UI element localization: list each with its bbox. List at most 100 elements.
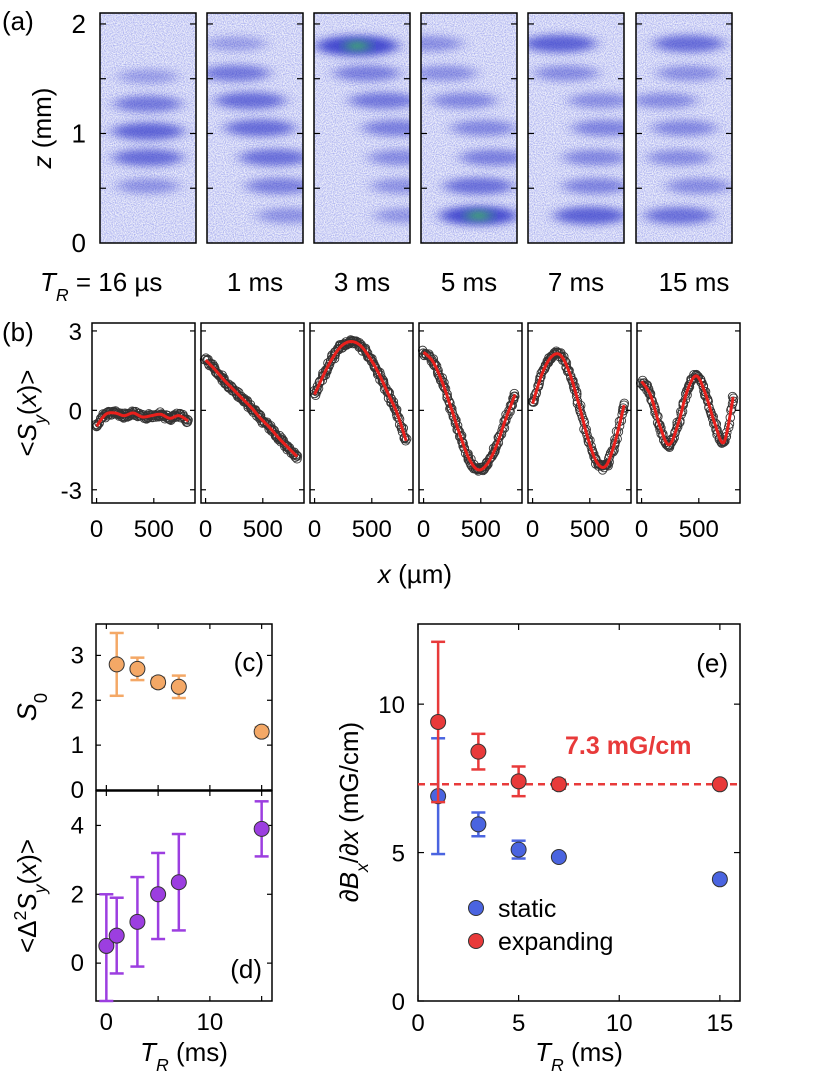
fit-curve — [95, 411, 189, 428]
marker — [170, 678, 187, 695]
marker — [108, 656, 125, 673]
x-tick-label: 500 — [352, 516, 392, 543]
data-point — [430, 640, 447, 804]
atom-band — [214, 91, 286, 110]
x-tick-label: 0 — [199, 516, 212, 543]
plot-frame — [95, 623, 273, 791]
panel-d-variance-plot: 0 2 4 0 10(d) <Δ2Sy(x)> TR (ms) — [10, 790, 273, 1075]
column-label: 3 ms — [334, 267, 390, 297]
data-point — [253, 723, 270, 740]
atom-band — [562, 177, 624, 195]
atom-bands — [421, 35, 517, 226]
x-tick-label: 0 — [100, 1009, 113, 1036]
profile-panel-1: 0 500 — [90, 322, 196, 543]
y-tick-label: 0 — [71, 950, 84, 977]
image-4 — [420, 12, 518, 244]
atom-band — [362, 119, 410, 137]
atom-band-peak — [467, 212, 491, 220]
column-label: 1 ms — [227, 267, 283, 297]
fit-curve — [531, 352, 626, 469]
data-point — [391, 405, 401, 416]
panel-c-s0-plot: 0 1 2 3 (c) S0 — [12, 623, 273, 804]
atom-band — [348, 92, 410, 110]
y-tick-label: 5 — [392, 841, 405, 868]
column-label: TR = 16 µs — [40, 267, 162, 305]
data-point — [232, 389, 242, 400]
marker — [253, 820, 270, 837]
plot-frame — [95, 790, 273, 1002]
marker — [108, 927, 125, 944]
y-tick-label: 10 — [378, 692, 405, 719]
atom-band — [568, 92, 624, 109]
legend-label: expanding — [498, 928, 613, 956]
marker — [170, 874, 187, 891]
data-point — [560, 356, 570, 366]
data-point — [108, 631, 125, 698]
data-point — [470, 811, 487, 838]
atom-bands — [528, 34, 624, 225]
marker — [150, 674, 167, 691]
data-point — [268, 424, 278, 435]
atom-band — [651, 120, 717, 136]
data-point — [470, 732, 487, 771]
plot-frame — [636, 322, 741, 504]
y-tick-label: 0 — [69, 398, 82, 425]
atom-band — [553, 206, 624, 225]
atom-band-peak — [345, 42, 369, 50]
annotation: 7.3 mG/cm — [565, 732, 691, 760]
marker — [711, 776, 728, 793]
marker — [430, 713, 447, 730]
atom-band — [370, 178, 410, 194]
y-tick-label: 0 — [392, 989, 405, 1016]
data-markers — [635, 369, 739, 452]
atom-band — [534, 65, 599, 82]
x-tick-label: 15 — [707, 1010, 734, 1037]
data-point — [711, 871, 728, 888]
atom-band — [656, 65, 721, 82]
y-axis-label: <Sy(x)> — [12, 370, 50, 457]
y-tick-label: 3 — [69, 319, 82, 346]
y-tick-label: 0 — [71, 777, 84, 804]
data-point — [150, 674, 167, 691]
marker — [98, 937, 115, 954]
plot-frame — [418, 322, 523, 504]
atom-band — [450, 120, 517, 136]
image-3 — [313, 12, 411, 244]
atom-band — [459, 149, 517, 166]
x-tick-label: 0 — [90, 516, 103, 543]
data-point — [170, 832, 187, 932]
y-axis-label: <Δ2Sy(x)> — [10, 839, 50, 953]
atom-band — [421, 35, 463, 52]
data-point — [378, 378, 389, 389]
profile-panel-4: 0 500 — [417, 322, 523, 543]
x-axis-label: TR (ms) — [140, 1037, 228, 1075]
y-tick-label: 1 — [72, 118, 86, 148]
marker — [550, 776, 567, 793]
series-expanding — [430, 640, 728, 804]
y-axis-label: S0 — [12, 693, 51, 721]
data-point — [253, 800, 270, 858]
atom-band — [571, 119, 624, 137]
y-tick-label: 2 — [71, 881, 84, 908]
plot-frame — [527, 322, 632, 504]
atom-band — [207, 64, 270, 82]
data-markers — [527, 346, 630, 475]
image-6 — [635, 12, 733, 244]
atom-band — [636, 92, 698, 109]
data-point — [719, 437, 729, 447]
atom-band — [333, 65, 401, 82]
data-point — [510, 765, 527, 798]
marker — [470, 743, 487, 760]
data-point — [292, 451, 303, 461]
data-point — [728, 396, 739, 407]
data-point — [182, 417, 193, 427]
image-frame — [313, 12, 411, 244]
series-static — [430, 737, 728, 888]
fit-curve — [204, 359, 299, 458]
profile-panel-6: 0 500 — [635, 322, 741, 543]
legend-marker — [468, 933, 484, 949]
profile-panel-2: 0 500 — [199, 322, 305, 543]
legend: static expanding — [468, 895, 613, 956]
data-point — [150, 851, 167, 941]
atom-band — [112, 148, 184, 167]
